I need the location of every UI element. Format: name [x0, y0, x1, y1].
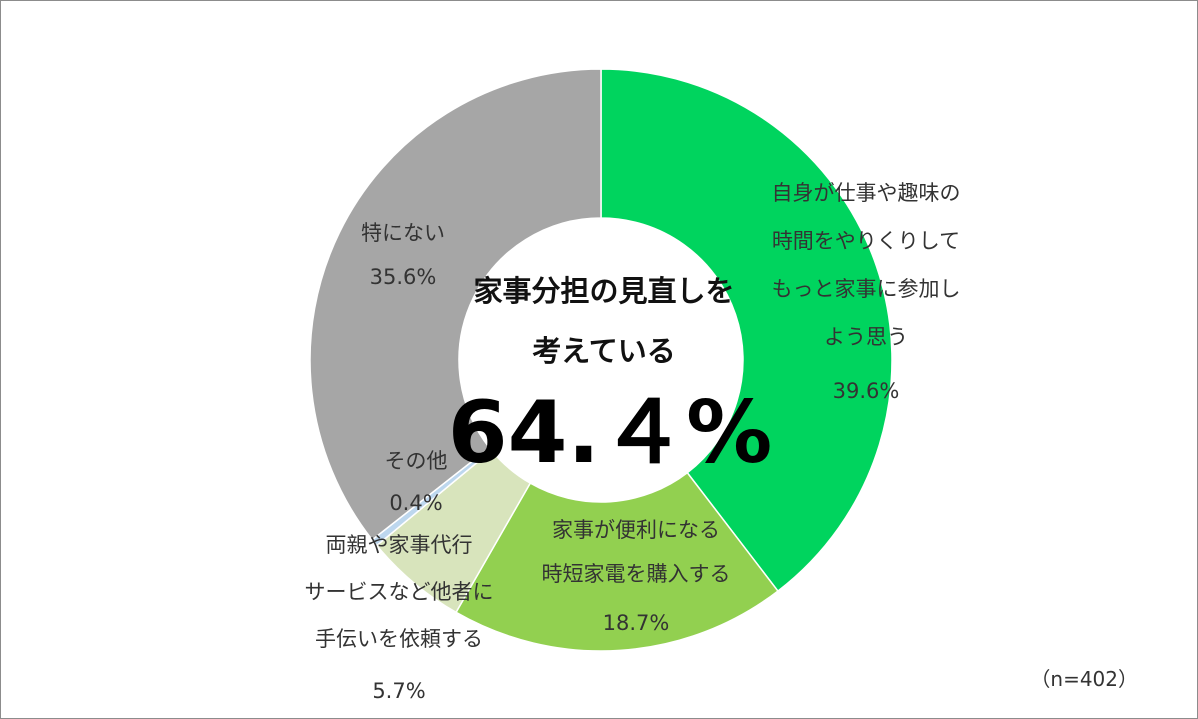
slice-participate-more [600, 68, 893, 593]
label-outsource-help-line-2: サービスなど他者に [305, 580, 494, 604]
slice-nothing-in-particular [309, 68, 602, 541]
label-other-line-1: その他 [385, 449, 448, 473]
label-time-saving-appliances-line-2: 時短家電を購入する [542, 562, 731, 586]
label-participate-more-value: 39.6% [833, 379, 900, 403]
label-participate-more-line-2: 時間をやりくりして [772, 229, 960, 253]
label-outsource-help-line-1: 両親や家事代行 [326, 533, 473, 557]
label-participate-more-line-3: もっと家事に参加し [772, 277, 961, 301]
label-outsource-help-value: 5.7% [372, 679, 425, 703]
slice-time-saving-appliances [455, 471, 779, 652]
label-nothing-in-particular-line-1: 特にない [361, 221, 445, 245]
center-title-line1: 家事分担の見直しを [473, 274, 734, 308]
center-percentage: 64.４% [448, 383, 773, 483]
label-nothing-in-particular-value: 35.6% [370, 265, 437, 289]
label-participate-more-line-4: よう思う [824, 325, 908, 349]
label-other-value: 0.4% [389, 491, 442, 515]
label-outsource-help-line-3: 手伝いを依頼する [315, 627, 483, 651]
label-time-saving-appliances-line-1: 家事が便利になる [552, 518, 720, 542]
center-title-line2: 考えている [532, 334, 676, 368]
sample-size-note: （n=402） [1030, 667, 1138, 691]
label-participate-more-line-1: 自身が仕事や趣味の [772, 181, 961, 205]
label-time-saving-appliances-value: 18.7% [603, 611, 670, 635]
